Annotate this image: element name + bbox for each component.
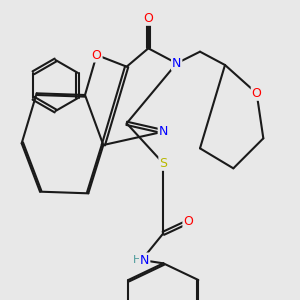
Text: O: O	[143, 12, 153, 25]
Text: O: O	[92, 49, 102, 62]
Text: N: N	[172, 57, 182, 70]
Text: O: O	[252, 87, 262, 100]
Text: N: N	[159, 125, 168, 138]
Text: S: S	[159, 157, 167, 170]
Text: O: O	[183, 215, 193, 228]
Text: N: N	[140, 254, 149, 266]
Text: H: H	[133, 255, 141, 265]
